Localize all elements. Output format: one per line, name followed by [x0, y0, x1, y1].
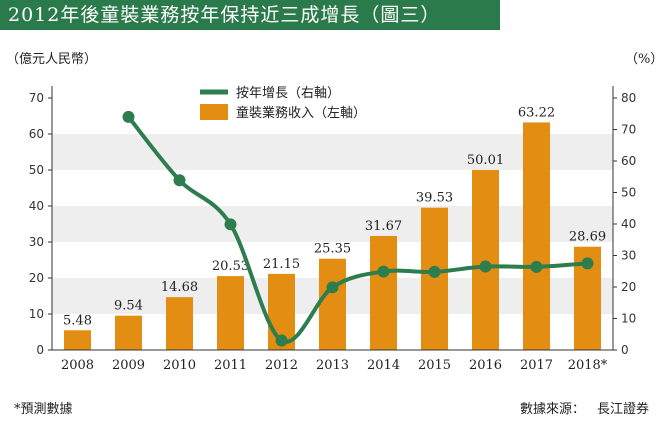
bar-label-2012: 21.15 — [263, 257, 300, 272]
data-source: 數據來源： 長江證券 — [520, 398, 649, 417]
growth-point-2014 — [377, 265, 390, 278]
right-tick-label: 0 — [621, 343, 629, 357]
bar-2015 — [421, 207, 448, 350]
grid-band — [52, 206, 613, 242]
bar-2008 — [64, 330, 91, 350]
left-tick-label: 30 — [29, 235, 44, 249]
right-axis-unit: （%） — [625, 52, 664, 67]
bar-2013 — [319, 258, 346, 350]
growth-point-2018* — [581, 257, 594, 270]
source-name: 長江證券 — [597, 402, 650, 417]
growth-point-2015 — [428, 265, 441, 278]
bar-label-2017: 63.22 — [518, 105, 555, 120]
growth-point-2011 — [224, 218, 237, 231]
growth-point-2012 — [275, 334, 288, 347]
left-tick-label: 50 — [29, 163, 44, 177]
right-tick-label: 50 — [621, 186, 636, 200]
bar-2010 — [166, 297, 193, 350]
bar-2016 — [472, 169, 499, 350]
bar-label-2018*: 28.69 — [569, 230, 606, 245]
left-tick-label: 0 — [36, 343, 44, 357]
axes: 0 10 20 30 40 50 60 70 0 10 20 30 40 50 60 70 80 2008 2009… — [29, 86, 636, 373]
right-tick-label: 70 — [621, 123, 636, 137]
x-tick-label: 2017 — [520, 358, 553, 373]
right-tick-label: 80 — [621, 91, 636, 105]
bar-label-2009: 9.54 — [114, 299, 143, 314]
bar-label-2010: 14.68 — [161, 280, 198, 295]
line-series — [122, 110, 594, 347]
growth-point-2010 — [173, 174, 186, 187]
left-axis-unit: （億元人民幣） — [6, 52, 98, 67]
left-tick-label: 40 — [29, 199, 44, 213]
bar-2009 — [115, 315, 142, 350]
x-tick-label: 2016 — [469, 358, 502, 373]
source-label: 數據來源： — [520, 402, 586, 417]
x-tick-label: 2009 — [112, 358, 145, 373]
right-tick-label: 10 — [621, 312, 636, 326]
bar-data-labels: 5.48 9.54 14.68 20.53 21.15 25.35 31.67 39.53 50… — [63, 105, 606, 328]
bar-label-2013: 25.35 — [314, 242, 351, 257]
left-tick-label: 60 — [29, 127, 44, 141]
x-tick-label: 2008 — [61, 358, 94, 373]
x-tick-label: 2011 — [214, 358, 247, 373]
x-tick-label: 2015 — [418, 358, 451, 373]
left-tick-label: 10 — [29, 307, 44, 321]
bar-label-2016: 50.01 — [467, 153, 504, 168]
bar-2011 — [217, 276, 244, 350]
growth-point-2016 — [479, 260, 492, 273]
right-tick-label: 60 — [621, 154, 636, 168]
growth-point-2009 — [122, 110, 135, 123]
left-tick-label: 70 — [29, 91, 44, 105]
right-tick-label: 30 — [621, 249, 636, 263]
bar-label-2011: 20.53 — [212, 259, 249, 274]
right-tick-label: 40 — [621, 217, 636, 231]
bar-2014 — [370, 235, 397, 350]
footnote: *預測數據 — [14, 402, 73, 417]
legend: 按年增長（右軸） 童裝業務收入（左軸） — [200, 86, 366, 121]
x-tick-label: 2010 — [163, 358, 196, 373]
chart-title: 2012年後童裝業務按年保持近三成增長（圖三） — [0, 0, 500, 30]
x-tick-label: 2014 — [367, 358, 400, 373]
growth-point-2017 — [530, 260, 543, 273]
left-tick-label: 20 — [29, 271, 44, 285]
legend-label-growth: 按年增長（右軸） — [236, 86, 340, 101]
bar-label-2008: 5.48 — [63, 313, 92, 328]
bar-label-2014: 31.67 — [365, 219, 402, 234]
bar-label-2015: 39.53 — [416, 191, 453, 206]
x-tick-label: 2013 — [316, 358, 349, 373]
legend-label-revenue: 童裝業務收入（左軸） — [236, 105, 366, 121]
growth-point-2013 — [326, 281, 339, 294]
x-tick-label: 2012 — [265, 358, 298, 373]
right-tick-label: 20 — [621, 280, 636, 294]
bar-2017 — [523, 122, 550, 351]
x-tick-label: 2018* — [568, 358, 608, 373]
legend-bar-swatch — [200, 104, 228, 120]
